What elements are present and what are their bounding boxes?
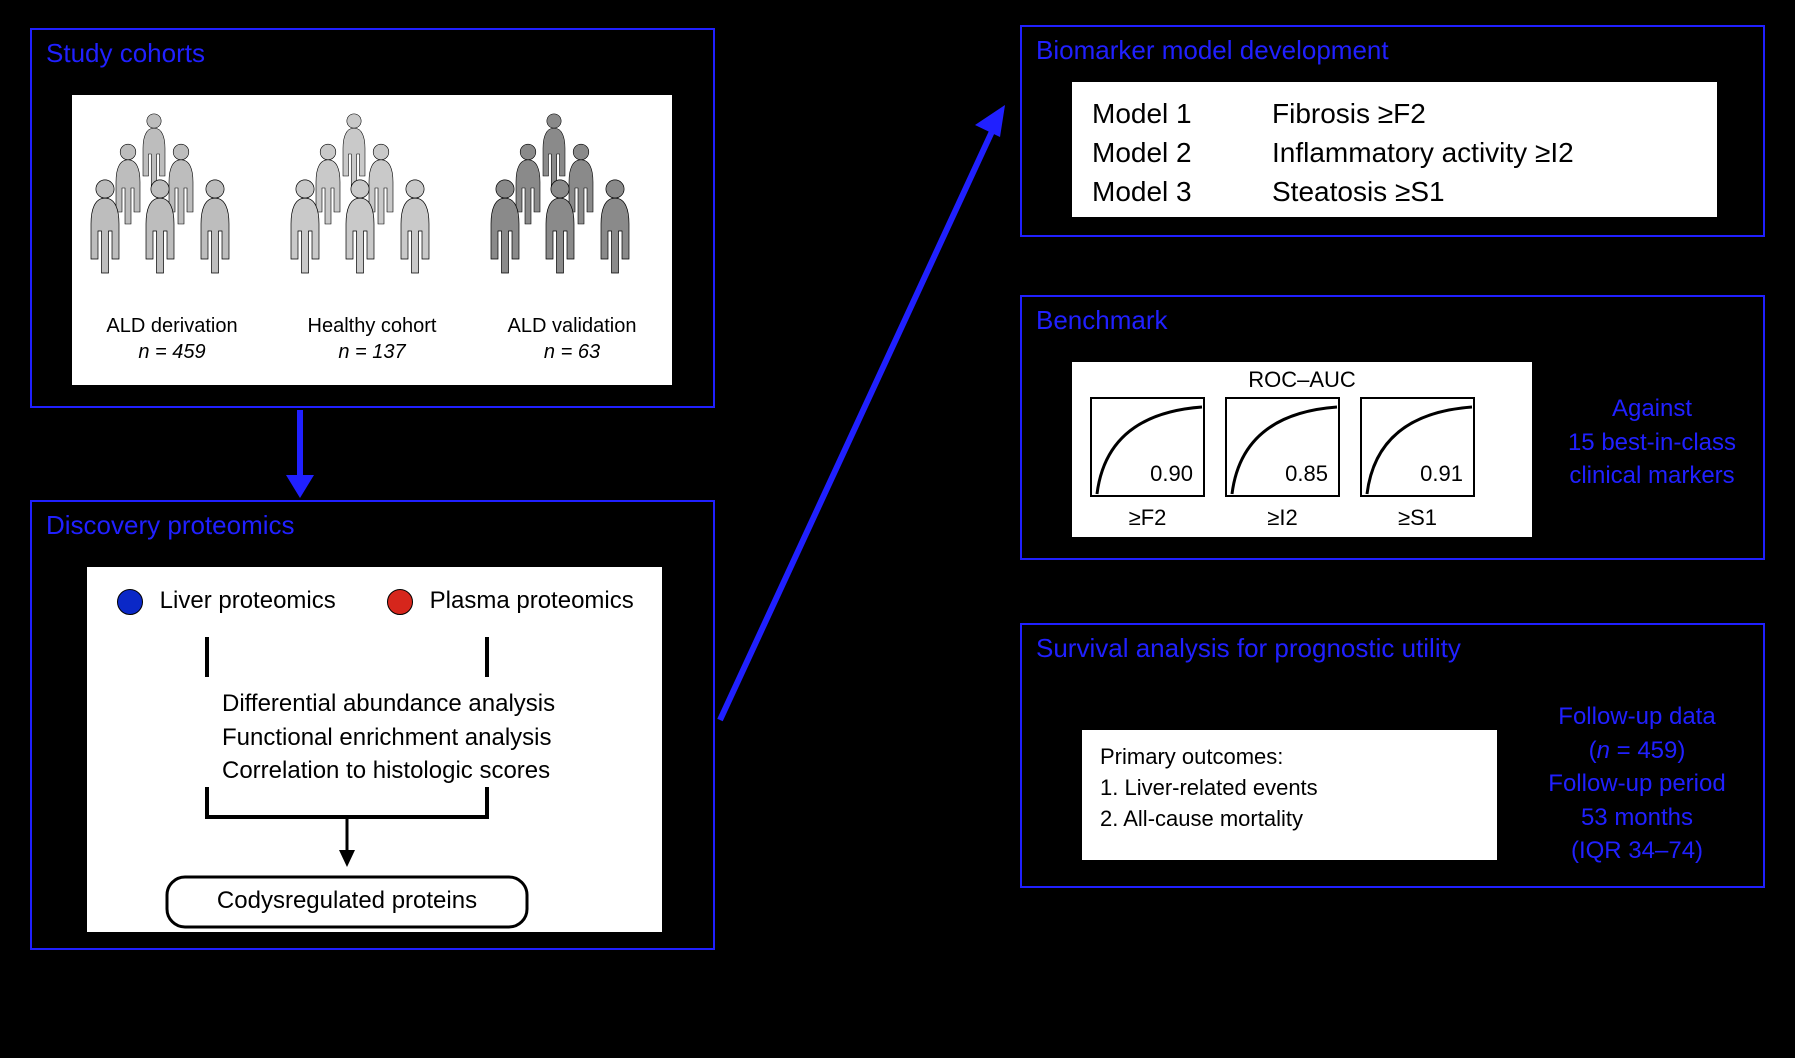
people-icon-3 xyxy=(472,95,672,295)
benchmark-white-box: ROC–AUC 0.90 ≥F2 0.85 ≥I2 0.91 xyxy=(1072,362,1532,537)
discovery-white-box: Liver proteomics Plasma proteomics Diffe… xyxy=(87,567,662,932)
roc-val-1: 0.90 xyxy=(1150,461,1193,487)
bench-side-1: Against xyxy=(1612,395,1692,422)
panel-cohorts: Study cohorts ALD derivation n = 459 xyxy=(30,28,715,408)
panel-benchmark: Benchmark ROC–AUC 0.90 ≥F2 0.85 ≥I2 xyxy=(1020,295,1765,560)
panel-cohorts-title: Study cohorts xyxy=(32,30,713,77)
prognostic-side-text: Follow-up data (n = 459) Follow-up perio… xyxy=(1512,700,1762,868)
panel-model-title: Biomarker model development xyxy=(1022,27,1763,74)
roc-i2: 0.85 ≥I2 xyxy=(1225,397,1340,531)
analysis-line-3: Correlation to histologic scores xyxy=(222,754,555,788)
cohort-2-n: n = 137 xyxy=(338,341,405,363)
roc-lbl-2: ≥I2 xyxy=(1225,505,1340,531)
model-2-target: Inflammatory activity ≥I2 xyxy=(1272,137,1574,168)
roc-lbl-3: ≥S1 xyxy=(1360,505,1475,531)
model-1-target: Fibrosis ≥F2 xyxy=(1272,98,1426,129)
prog-out1: 1. Liver-related events xyxy=(1100,773,1479,804)
prog-side-4: 53 months xyxy=(1581,804,1693,831)
roc-title: ROC–AUC xyxy=(1072,367,1532,393)
prognostic-white-box: Primary outcomes: 1. Liver-related event… xyxy=(1082,730,1497,860)
model-white-box: Model 1Fibrosis ≥F2 Model 2Inflammatory … xyxy=(1072,82,1717,217)
roc-val-3: 0.91 xyxy=(1420,461,1463,487)
prog-primary: Primary outcomes: xyxy=(1100,742,1479,773)
roc-s1: 0.91 ≥S1 xyxy=(1360,397,1475,531)
analysis-line-2: Functional enrichment analysis xyxy=(222,721,555,755)
cohort-1-n: n = 459 xyxy=(138,341,205,363)
cohort-3-n: n = 63 xyxy=(544,341,600,363)
roc-f2: 0.90 ≥F2 xyxy=(1090,397,1205,531)
roc-val-2: 0.85 xyxy=(1285,461,1328,487)
people-icon-1 xyxy=(72,95,272,295)
arrow-down-icon xyxy=(270,410,330,500)
cohort-col-2: Healthy cohort n = 137 xyxy=(272,95,472,385)
prog-side-2: (n = 459) xyxy=(1589,737,1686,764)
roc-lbl-1: ≥F2 xyxy=(1090,505,1205,531)
arrow-diagonal-icon xyxy=(715,105,1025,725)
panel-prognostic-title: Survival analysis for prognostic utility xyxy=(1022,625,1763,672)
panel-benchmark-title: Benchmark xyxy=(1022,297,1763,344)
model-2-name: Model 2 xyxy=(1092,133,1272,172)
plasma-dot-icon xyxy=(387,589,413,615)
prog-side-1: Follow-up data xyxy=(1558,703,1715,730)
codysregulated-label: Codysregulated proteins xyxy=(167,887,527,915)
panel-model: Biomarker model development Model 1Fibro… xyxy=(1020,25,1765,237)
analysis-line-1: Differential abundance analysis xyxy=(222,687,555,721)
liver-label: Liver proteomics xyxy=(160,587,336,614)
panel-discovery-title: Discovery proteomics xyxy=(32,502,713,549)
prog-side-5: (IQR 34–74) xyxy=(1571,837,1703,864)
prog-side-3: Follow-up period xyxy=(1548,770,1725,797)
cohort-col-3: ALD validation n = 63 xyxy=(472,95,672,385)
cohort-1-label: ALD derivation xyxy=(106,315,237,337)
panel-discovery: Discovery proteomics Liver proteomics Pl… xyxy=(30,500,715,950)
liver-dot-icon xyxy=(117,589,143,615)
model-3-target: Steatosis ≥S1 xyxy=(1272,176,1445,207)
cohort-3-label: ALD validation xyxy=(508,315,637,337)
bench-side-2: 15 best-in-class xyxy=(1568,429,1736,456)
benchmark-side-text: Against 15 best-in-class clinical marker… xyxy=(1542,392,1762,493)
cohort-2-label: Healthy cohort xyxy=(308,315,437,337)
plasma-label: Plasma proteomics xyxy=(430,587,634,614)
people-icon-2 xyxy=(272,95,472,295)
model-3-name: Model 3 xyxy=(1092,172,1272,211)
cohort-white-box: ALD derivation n = 459 Healthy cohort n … xyxy=(72,95,672,385)
bench-side-3: clinical markers xyxy=(1569,462,1734,489)
prog-out2: 2. All-cause mortality xyxy=(1100,804,1479,835)
panel-prognostic: Survival analysis for prognostic utility… xyxy=(1020,623,1765,888)
model-1-name: Model 1 xyxy=(1092,94,1272,133)
cohort-col-1: ALD derivation n = 459 xyxy=(72,95,272,385)
